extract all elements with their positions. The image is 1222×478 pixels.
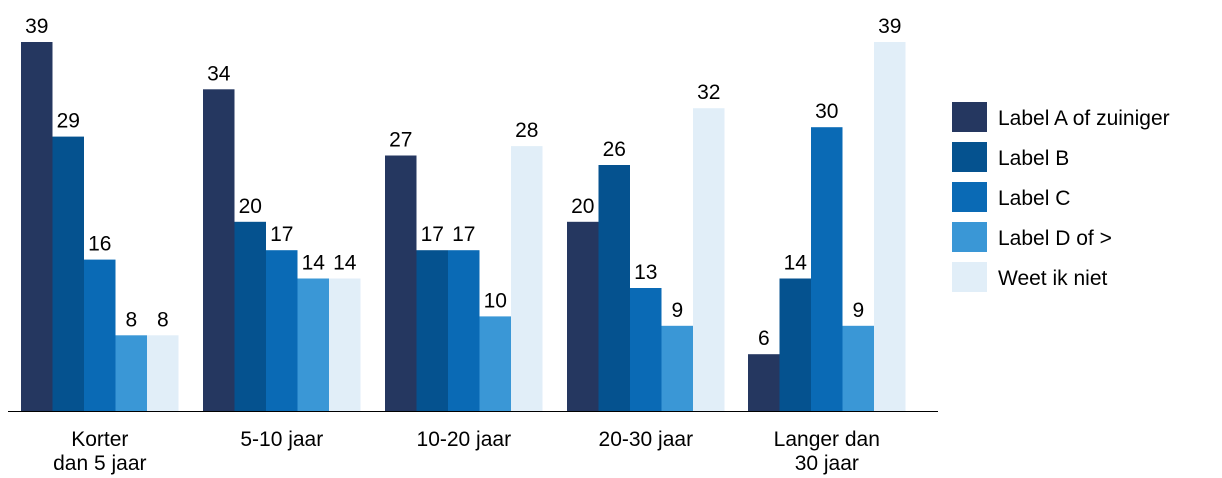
category-label-3: 10-20 jaar (417, 428, 512, 451)
value-label-5-1: 6 (758, 327, 770, 350)
bar-1-4 (115, 335, 147, 411)
bar-1-5 (147, 335, 179, 411)
value-label-1-3: 16 (88, 233, 111, 256)
bar-2-5 (329, 278, 361, 411)
legend-label-5: Weet ik niet (998, 267, 1107, 290)
value-label-4-4: 9 (671, 299, 683, 322)
legend: Label A of zuiniger Label B Label C Label D… (952, 102, 1170, 292)
value-label-3-5: 28 (515, 119, 538, 142)
bar-5-1 (748, 354, 780, 411)
bar-1-3 (84, 259, 116, 411)
bar-4-5 (693, 108, 725, 411)
bar-5-3 (811, 127, 843, 411)
bar-1-2 (52, 136, 84, 411)
bar-5-2 (779, 278, 811, 411)
category-label-1-line-2: dan 5 jaar (53, 452, 146, 475)
value-label-3-3: 17 (452, 223, 475, 246)
category-label-5-line-1: Langer dan (774, 428, 880, 451)
legend-label-4: Label D of > (998, 227, 1112, 250)
value-label-5-5: 39 (878, 15, 901, 38)
legend-swatch-5 (952, 262, 987, 292)
category-label-1-line-1: Korter (71, 428, 128, 451)
value-label-3-1: 27 (389, 129, 412, 152)
value-label-2-5: 14 (333, 252, 357, 275)
bar-4-2 (598, 165, 630, 411)
legend-swatch-4 (952, 222, 987, 252)
value-label-3-4: 10 (484, 289, 507, 312)
value-label-5-2: 14 (784, 252, 808, 275)
bar-3-4 (479, 316, 511, 411)
bar-3-5 (511, 146, 543, 411)
legend-label-3: Label C (998, 187, 1070, 210)
bar-4-3 (630, 288, 662, 411)
value-label-5-3: 30 (815, 100, 838, 123)
bar-5-4 (842, 325, 874, 411)
value-label-4-2: 26 (603, 138, 626, 161)
value-label-2-2: 20 (239, 195, 262, 218)
bar-2-2 (234, 221, 266, 411)
value-label-1-2: 29 (57, 110, 80, 133)
bar-4-1 (567, 221, 599, 411)
bar-2-3 (266, 250, 298, 411)
bar-1-1 (21, 42, 53, 411)
bar-2-1 (203, 89, 235, 412)
legend-swatch-2 (952, 142, 987, 172)
value-label-2-4: 14 (302, 252, 326, 275)
category-label-2: 5-10 jaar (240, 428, 323, 451)
category-label-4: 20-30 jaar (599, 428, 694, 451)
value-label-4-3: 13 (634, 261, 657, 284)
value-label-1-1: 39 (25, 15, 48, 38)
legend-label-1: Label A of zuiniger (998, 107, 1170, 130)
legend-label-2: Label B (998, 147, 1069, 170)
value-label-1-5: 8 (157, 308, 169, 331)
bar-5-5 (874, 42, 906, 411)
value-label-3-2: 17 (421, 223, 444, 246)
bar-4-4 (661, 325, 693, 411)
legend-swatch-1 (952, 102, 987, 132)
value-label-1-4: 8 (125, 308, 137, 331)
bar-3-2 (416, 250, 448, 411)
bars-group (21, 42, 906, 412)
value-labels-group: 39 29 16 8 8 34 20 17 14 14 27 17 17 10 28 20 26 13 9 32 6 14… (25, 15, 901, 350)
value-label-4-1: 20 (571, 195, 594, 218)
value-label-2-1: 34 (207, 62, 231, 85)
bar-2-4 (297, 278, 329, 411)
bar-3-3 (448, 250, 480, 411)
value-label-5-4: 9 (852, 299, 864, 322)
value-label-2-3: 17 (270, 223, 293, 246)
legend-swatch-3 (952, 182, 987, 212)
bar-3-1 (385, 155, 417, 411)
value-label-4-5: 32 (697, 81, 720, 104)
category-label-5-line-2: 30 jaar (795, 452, 859, 475)
